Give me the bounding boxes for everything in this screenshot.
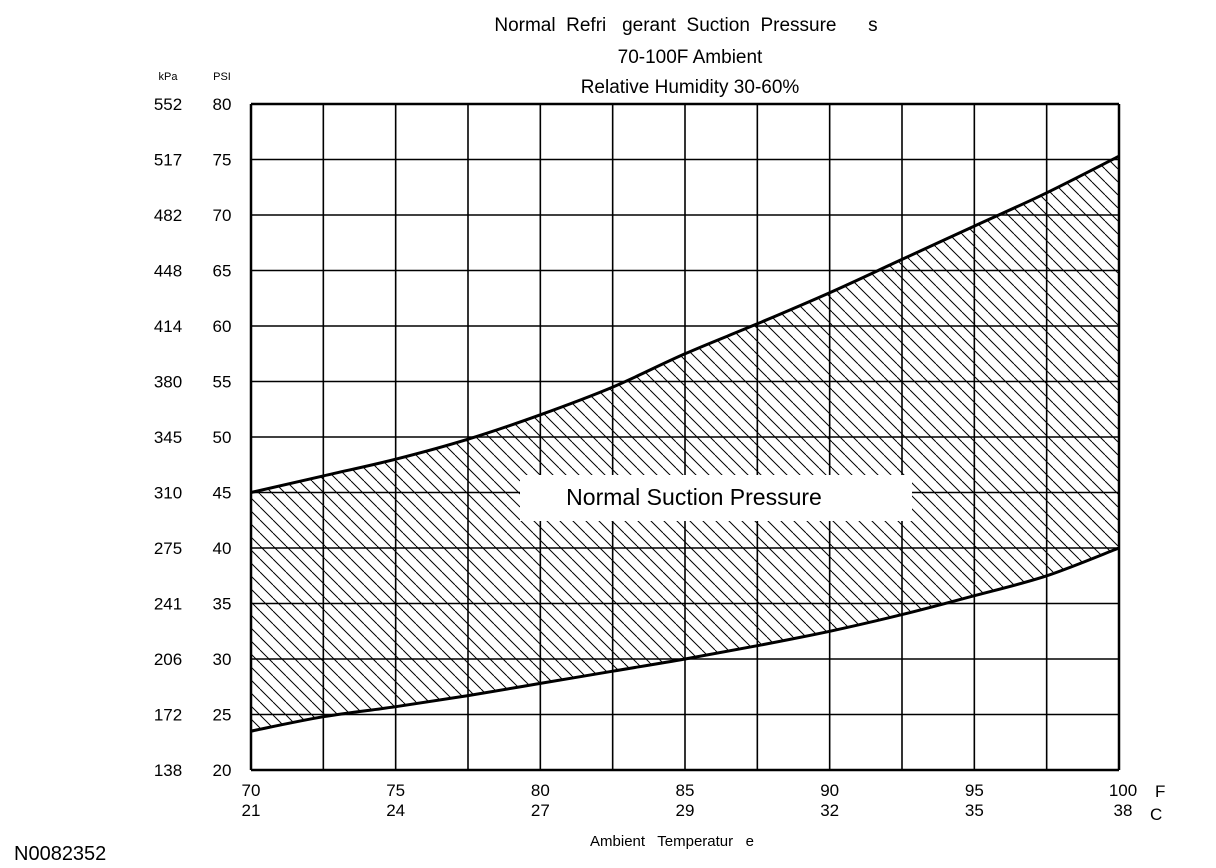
y-tick-psi: 75	[213, 151, 232, 170]
x-tick-celsius: 38	[1114, 801, 1133, 820]
x-tick-fahrenheit: 70	[242, 781, 261, 800]
y-tick-psi: 20	[213, 761, 232, 780]
x-tick-celsius: 27	[531, 801, 550, 820]
y-tick-kpa: 275	[154, 539, 182, 558]
x-tick-celsius: 29	[676, 801, 695, 820]
x-tick-fahrenheit: 80	[531, 781, 550, 800]
y-tick-kpa: 380	[154, 373, 182, 392]
x-tick-fahrenheit: 90	[820, 781, 839, 800]
y-unit-kpa: kPa	[159, 71, 179, 83]
y-tick-psi: 45	[213, 484, 232, 503]
annotation-background	[520, 475, 912, 521]
y-tick-psi: 55	[213, 373, 232, 392]
x-unit-fahrenheit: F	[1155, 782, 1165, 801]
x-tick-fahrenheit: 75	[386, 781, 405, 800]
lower-bound-curve	[250, 546, 1120, 733]
y-tick-psi: 60	[213, 317, 232, 336]
y-tick-kpa: 345	[154, 428, 182, 447]
y-tick-kpa: 206	[154, 650, 182, 669]
x-tick-celsius: 21	[242, 801, 261, 820]
y-tick-psi: 65	[213, 262, 232, 281]
y-tick-psi: 25	[213, 706, 232, 725]
y-unit-psi: PSI	[213, 71, 231, 83]
x-tick-celsius: 24	[386, 801, 405, 820]
y-tick-kpa: 552	[154, 95, 182, 114]
y-tick-kpa: 172	[154, 706, 182, 725]
grid-lines	[249, 102, 1121, 772]
y-tick-psi: 35	[213, 595, 232, 614]
y-tick-psi: 50	[213, 428, 232, 447]
chart-title-line-2: 70-100F Ambient	[618, 47, 763, 68]
y-tick-psi: 30	[213, 650, 232, 669]
x-tick-celsius: 35	[965, 801, 984, 820]
y-tick-psi: 70	[213, 206, 232, 225]
y-tick-kpa: 482	[154, 206, 182, 225]
y-tick-kpa: 241	[154, 595, 182, 614]
x-unit-celsius: C	[1150, 805, 1162, 824]
x-tick-fahrenheit: 95	[965, 781, 984, 800]
upper-bound-curve	[250, 154, 1120, 494]
y-tick-kpa: 448	[154, 262, 182, 281]
y-tick-kpa: 414	[154, 317, 182, 336]
y-tick-psi: 80	[213, 95, 232, 114]
y-tick-kpa: 310	[154, 484, 182, 503]
annotation-label: Normal Suction Pressure	[566, 484, 822, 510]
chart-title-line-1: Normal Refri gerant Suction Pressure s	[494, 15, 877, 36]
x-axis-label: Ambient Temperatur e	[590, 833, 754, 850]
y-tick-kpa: 138	[154, 761, 182, 780]
y-tick-labels: 552 80 517 75 482 70 448 65 414 60 380 55 345 50 310 45…	[154, 95, 232, 780]
x-tick-celsius: 32	[820, 801, 839, 820]
chart-title-line-3: Relative Humidity 30-60%	[581, 77, 800, 98]
figure-id: N0082352	[14, 843, 106, 865]
y-tick-psi: 40	[213, 539, 232, 558]
y-tick-kpa: 517	[154, 151, 182, 170]
x-tick-fahrenheit: 100	[1109, 781, 1137, 800]
x-tick-fahrenheit: 85	[676, 781, 695, 800]
